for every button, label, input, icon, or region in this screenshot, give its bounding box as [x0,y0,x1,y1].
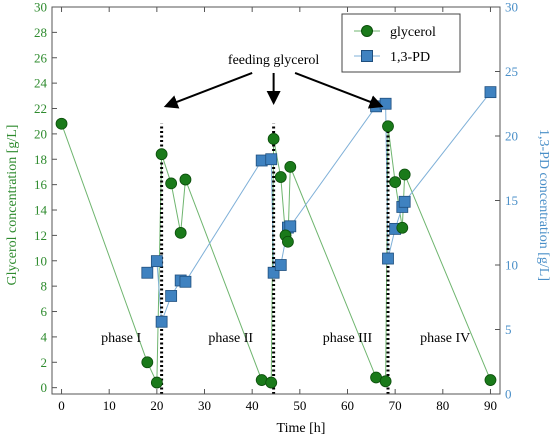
glycerol-point [379,375,392,388]
legend-glycerol-label: glycerol [390,25,436,40]
y-left-tick-label: 18 [34,152,47,167]
series-markers [55,86,497,389]
x-tick-label: 40 [246,398,259,413]
glycerol-point [382,120,394,133]
legend-glycerol-marker [361,25,373,37]
pd-line [146,91,491,322]
x-axis-title: Time [h] [277,421,326,436]
y-right-tick-label: 30 [505,0,518,15]
x-tick-label: 90 [484,398,497,413]
y-left-tick-label: 26 [34,50,48,65]
y-left-tick-label: 8 [41,279,48,294]
x-tick-label: 80 [436,398,449,413]
legend: glycerol 1,3-PD [341,13,461,73]
y-left-tick-label: 20 [34,126,47,141]
feeding-arrow [163,72,253,109]
glycerol-point [282,235,294,248]
glycerol-point [265,376,278,389]
annotations: Time [h] Glycerol concentration [g/L] 1,… [5,53,550,436]
pd-point [382,252,394,265]
glycerol-point [174,226,187,239]
phase-label: phase I [101,331,141,346]
pd-point [155,315,168,328]
pd-point [284,220,297,233]
feeding-arrow [294,72,384,109]
pd-point [398,195,411,208]
right-axis-title: 1,3-PD concentration [g/L] [536,129,550,281]
y-left-tick-label: 0 [41,380,48,395]
phase-label: phase IV [420,331,470,346]
left-axis-title: Glycerol concentration [g/L] [5,125,20,286]
y-left-tick-label: 12 [34,228,47,243]
glycerol-point [396,221,409,234]
pd-point [274,259,287,271]
glycerol-point [484,374,497,386]
legend-box [341,13,461,73]
glycerol-point [155,148,168,161]
pd-point [484,86,497,99]
y-left-tick-label: 6 [41,304,48,319]
x-tick-label: 30 [198,398,211,413]
pd-point [165,290,178,302]
x-tick-label: 10 [103,398,116,413]
x-tick-label: 50 [293,398,306,413]
y-right-tick-label: 25 [505,64,518,79]
pd-point [150,255,163,268]
y-right-tick-label: 20 [505,129,518,144]
glycerol-point [55,117,68,130]
phase-label: phase III [323,331,373,346]
legend-pd-marker [361,50,373,62]
x-tick-label: 20 [150,398,163,413]
y-left-tick-label: 4 [41,329,48,344]
feeding-annotation: feeding glycerol [228,53,319,68]
y-right-tick-label: 10 [505,258,518,273]
x-tick-label: 60 [341,398,354,413]
glycerol-point [267,133,280,145]
glycerol-point [274,171,287,183]
y-left-tick-label: 10 [34,253,47,268]
y-left-tick-label: 2 [41,355,48,370]
y-left-tick-label: 22 [34,101,47,116]
y-left-tick-label: 30 [34,0,47,15]
glycerol-point [179,173,192,186]
x-tick-label: 0 [58,398,65,413]
pd-point [379,97,392,110]
y-left-tick-label: 14 [34,203,48,218]
glycerol-point [284,160,297,173]
legend-pd-label: 1,3-PD [390,50,430,65]
glycerol-point [165,177,178,190]
pd-point [267,266,280,279]
glycerol-point [398,168,411,181]
y-right-tick-label: 5 [505,322,512,337]
glycerol-point [150,376,163,389]
y-left-tick-label: 24 [34,76,48,91]
y-left-tick-label: 28 [34,25,47,40]
pd-point [265,153,278,166]
phase-label: phase II [208,331,253,346]
y-left-tick-label: 16 [34,177,48,192]
x-tick-label: 70 [389,398,402,413]
y-right-tick-label: 0 [505,387,512,402]
pd-point [179,275,192,288]
pd-point [141,266,154,279]
glycerol-point [141,356,154,369]
axis-ticks: 0 10 20 30 40 50 60 70 80 90024681012141618202224… [34,0,518,413]
glycerol-point [389,176,402,189]
y-right-tick-label: 15 [505,193,518,208]
